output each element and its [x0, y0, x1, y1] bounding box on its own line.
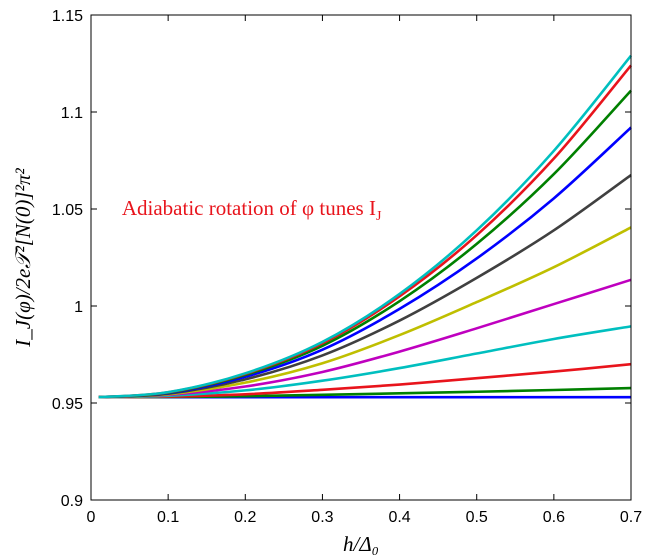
plot-frame: [90, 14, 632, 501]
annotation-text: Adiabatic rotation of φ tunes I: [122, 196, 376, 220]
y-tick-label-2: 1: [74, 299, 83, 316]
annotation: Adiabatic rotation of φ tunes IJ: [122, 196, 382, 224]
series-line-9: [98, 89, 632, 399]
y-axis-ticks: 0.9 0.95 1 1.05 1.1 1.15: [52, 8, 631, 510]
annotation-subscript: J: [376, 209, 382, 224]
series-line-11: [98, 54, 633, 399]
x-tick-label-2: 0.2: [234, 509, 256, 526]
y-axis-label: I_J(φ)/2e𝒯²[N(0)]²π²: [11, 168, 35, 348]
series-layer: [98, 54, 633, 399]
y-tick-label-0: 0.9: [61, 493, 83, 510]
x-tick-label-6: 0.6: [543, 509, 565, 526]
x-tick-label-5: 0.5: [466, 509, 488, 526]
y-tick-label-4: 1.1: [61, 105, 83, 122]
x-tick-label-7: 0.7: [620, 509, 642, 526]
x-tick-label-0: 0: [87, 509, 96, 526]
x-axis-ticks: 0 0.1 0.2 0.3 0.4 0.5 0.6 0.7: [87, 15, 642, 526]
y-tick-label-3: 1.05: [52, 202, 83, 219]
x-tick-label-3: 0.3: [311, 509, 333, 526]
x-tick-label-4: 0.4: [388, 509, 410, 526]
x-tick-label-1: 0.1: [157, 509, 179, 526]
x-axis-label: h/Δ₀: [343, 532, 379, 556]
y-tick-label-5: 1.15: [52, 8, 83, 25]
y-tick-label-1: 0.95: [52, 396, 83, 413]
series-line-8: [98, 126, 632, 399]
